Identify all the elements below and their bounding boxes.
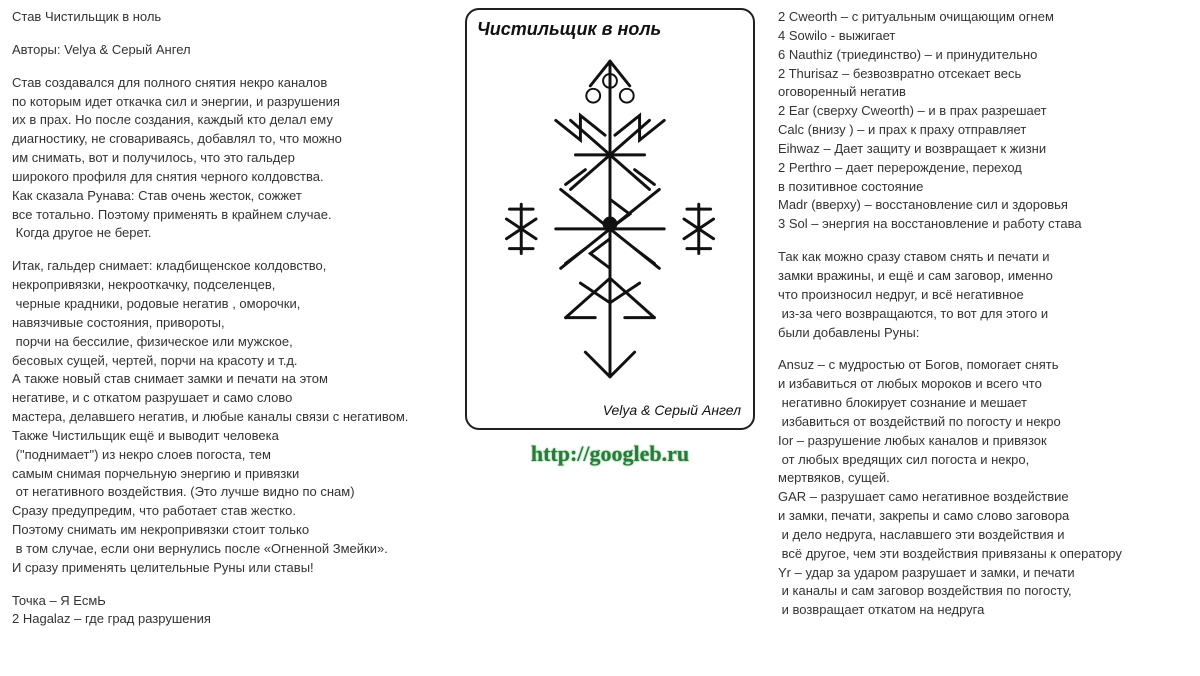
text-line: из-за чего возвращаются, то вот для этог… bbox=[778, 305, 1178, 324]
text-line: самым снимая порчельную энергию и привяз… bbox=[12, 465, 442, 484]
text-line: диагностику, не сговариваясь, добавлял т… bbox=[12, 130, 442, 149]
text-line: Ior – разрушение любых каналов и привязо… bbox=[778, 432, 1178, 451]
text-line: 2 Thurisaz – безвозвратно отсекает весь bbox=[778, 65, 1178, 84]
rune-card: Чистильщик в ноль bbox=[465, 8, 755, 430]
text-line: Поэтому снимать им некропривязки стоит т… bbox=[12, 521, 442, 540]
middle-column: Чистильщик в ноль bbox=[460, 8, 760, 470]
text-line: негативно блокирует сознание и мешает bbox=[778, 394, 1178, 413]
text-line: оговоренный негатив bbox=[778, 83, 1178, 102]
text-line: Eihwaz – Дает защиту и возвращает к жизн… bbox=[778, 140, 1178, 159]
left-para-3: Точка – Я ЕсмЬ2 Hagalaz – где град разру… bbox=[12, 592, 442, 630]
card-title: Чистильщик в ноль bbox=[477, 16, 661, 42]
text-line: мертвяков, сущей. bbox=[778, 469, 1178, 488]
text-line: в позитивное состояние bbox=[778, 178, 1178, 197]
text-line: избавиться от воздействий по погосту и н… bbox=[778, 413, 1178, 432]
authors-line: Авторы: Velya & Серый Ангел bbox=[12, 41, 442, 60]
text-line: их в прах. Но после создания, каждый кто… bbox=[12, 111, 442, 130]
text-line: по которым идет откачка сил и энергии, и… bbox=[12, 93, 442, 112]
text-line: были добавлены Руны: bbox=[778, 324, 1178, 343]
card-signature: Velya & Серый Ангел bbox=[603, 400, 741, 420]
left-column: Став Чистильщик в ноль Авторы: Velya & С… bbox=[12, 8, 442, 643]
text-line: GAR – разрушает само негативное воздейст… bbox=[778, 488, 1178, 507]
text-line: мастера, делавшего негатив, и любые кана… bbox=[12, 408, 442, 427]
text-line: бесовых сущей, чертей, порчи на красоту … bbox=[12, 352, 442, 371]
text-line: 4 Sowilo - выжигает bbox=[778, 27, 1178, 46]
text-line: 6 Nauthiz (триединство) – и принудительн… bbox=[778, 46, 1178, 65]
text-line: Также Чистильщик ещё и выводит человека bbox=[12, 427, 442, 446]
text-line: негативе, и с откатом разрушает и само с… bbox=[12, 389, 442, 408]
text-line: 2 Cweorth – с ритуальным очищающим огнем bbox=[778, 8, 1178, 27]
text-line: Итак, гальдер снимает: кладбищенское кол… bbox=[12, 257, 442, 276]
text-line: Став создавался для полного снятия некро… bbox=[12, 74, 442, 93]
text-line: в том случае, если они вернулись после «… bbox=[12, 540, 442, 559]
text-line: и избавиться от любых мороков и всего чт… bbox=[778, 375, 1178, 394]
right-column: 2 Cweorth – с ритуальным очищающим огнем… bbox=[778, 8, 1178, 634]
text-line: и каналы и сам заговор воздействия по по… bbox=[778, 582, 1178, 601]
text-line: Ansuz – с мудростью от Богов, помогает с… bbox=[778, 356, 1178, 375]
text-line: им снимать, вот и получилось, что это га… bbox=[12, 149, 442, 168]
text-line: замки вражины, и ещё и сам заговор, имен… bbox=[778, 267, 1178, 286]
text-line: А также новый став снимает замки и печат… bbox=[12, 370, 442, 389]
text-line: Так как можно сразу ставом снять и печат… bbox=[778, 248, 1178, 267]
text-line: всё другое, чем эти воздействия привязан… bbox=[778, 545, 1178, 564]
text-line: Когда другое не берет. bbox=[12, 224, 442, 243]
page-layout: Став Чистильщик в ноль Авторы: Velya & С… bbox=[12, 8, 1188, 643]
text-line: от любых вредящих сил погоста и некро, bbox=[778, 451, 1178, 470]
text-line: Madr (вверху) – восстановление сил и здо… bbox=[778, 196, 1178, 215]
right-para-1: 2 Cweorth – с ритуальным очищающим огнем… bbox=[778, 8, 1178, 234]
stave-title: Став Чистильщик в ноль bbox=[12, 8, 442, 27]
text-line: порчи на бессилие, физическое или мужско… bbox=[12, 333, 442, 352]
text-line: навязчивые состояния, привороты, bbox=[12, 314, 442, 333]
text-line: Точка – Я ЕсмЬ bbox=[12, 592, 442, 611]
text-line: от негативного воздействия. (Это лучше в… bbox=[12, 483, 442, 502]
text-line: Yr – удар за ударом разрушает и замки, и… bbox=[778, 564, 1178, 583]
text-line: ("поднимает") из некро слоев погоста, те… bbox=[12, 446, 442, 465]
text-line: и возвращает откатом на недруга bbox=[778, 601, 1178, 620]
text-line: 2 Perthro – дает перерождение, переход bbox=[778, 159, 1178, 178]
text-line: и замки, печати, закрепы и само слово за… bbox=[778, 507, 1178, 526]
text-line: черные крадники, родовые негатив , оморо… bbox=[12, 295, 442, 314]
text-line: широкого профиля для снятия черного колд… bbox=[12, 168, 442, 187]
text-line: Как сказала Рунава: Став очень жесток, с… bbox=[12, 187, 442, 206]
text-line: Calc (внизу ) – и прах к праху отправляе… bbox=[778, 121, 1178, 140]
rune-glyph-icon bbox=[467, 40, 753, 398]
text-line: что произносил недруг, и всё негативное bbox=[778, 286, 1178, 305]
source-link[interactable]: http://googleb.ru bbox=[531, 438, 689, 470]
text-line: И сразу применять целительные Руны или с… bbox=[12, 559, 442, 578]
text-line: некропривязки, некрооткачку, подселенцев… bbox=[12, 276, 442, 295]
text-line: все тотально. Поэтому применять в крайне… bbox=[12, 206, 442, 225]
text-line: Сразу предупредим, что работает став жес… bbox=[12, 502, 442, 521]
text-line: и дело недруга, наславшего эти воздейств… bbox=[778, 526, 1178, 545]
right-para-2: Так как можно сразу ставом снять и печат… bbox=[778, 248, 1178, 342]
text-line: 2 Ear (сверху Cweorth) – и в прах разреш… bbox=[778, 102, 1178, 121]
left-para-1: Став создавался для полного снятия некро… bbox=[12, 74, 442, 244]
text-line: 3 Sol – энергия на восстановление и рабо… bbox=[778, 215, 1178, 234]
right-para-3: Ansuz – с мудростью от Богов, помогает с… bbox=[778, 356, 1178, 620]
text-line: 2 Hagalaz – где град разрушения bbox=[12, 610, 442, 629]
left-para-2: Итак, гальдер снимает: кладбищенское кол… bbox=[12, 257, 442, 577]
